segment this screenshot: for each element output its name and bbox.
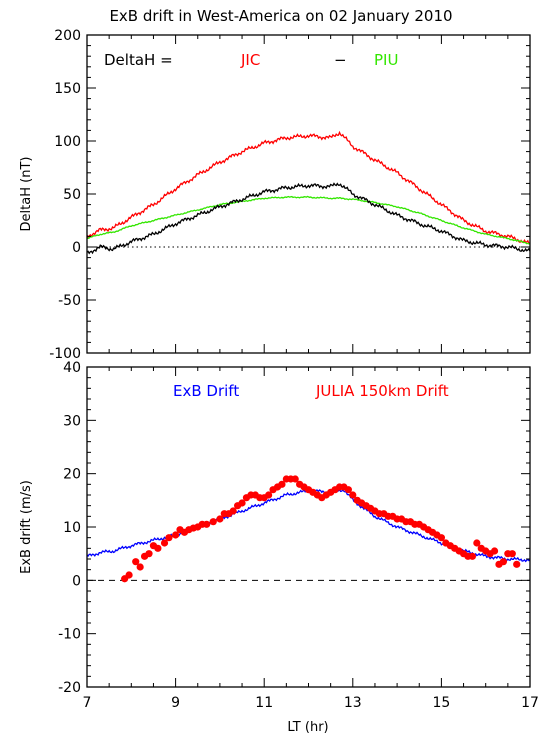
exb-y-tick-label: -10 — [58, 627, 81, 643]
exb-y-tick-label: 40 — [63, 360, 81, 376]
x-axis-label: LT (hr) — [287, 720, 328, 735]
x-tick-label: 7 — [83, 695, 92, 711]
julia-drift-point — [508, 550, 516, 558]
julia-drift-point — [209, 518, 217, 526]
julia-drift-point — [145, 550, 153, 558]
julia-drift-point — [229, 507, 237, 515]
julia-drift-point — [291, 475, 299, 483]
julia-drift-point — [473, 539, 481, 547]
deltah-y-tick-label: 0 — [72, 240, 81, 256]
julia-drift-point — [437, 534, 445, 542]
x-tick-label: 17 — [521, 695, 539, 711]
julia-drift-point — [278, 480, 286, 488]
legend-julia-drift-label: JULIA 150km Drift — [315, 382, 449, 400]
deltah-plot-frame — [86, 34, 531, 354]
julia-drift-point — [132, 558, 140, 566]
x-tick-label: 9 — [171, 695, 180, 711]
exb-y-tick-label: 0 — [72, 573, 81, 589]
legend-jic-label: JIC — [240, 51, 260, 69]
deltah-y-tick-label: 50 — [63, 187, 81, 203]
deltah-legend: DeltaH = JIC − PIU — [104, 51, 398, 69]
julia-drift-point — [154, 544, 162, 552]
julia-drift-point — [125, 571, 133, 579]
series-piu-line — [86, 195, 530, 245]
exb-series-lines — [86, 475, 531, 583]
julia-drift-point — [349, 491, 357, 499]
exb-y-tick-label: 30 — [63, 413, 81, 429]
deltah-y-tick-label: -100 — [49, 346, 81, 362]
exb-legend: ExB Drift JULIA 150km Drift — [173, 382, 449, 400]
series-jic-line — [86, 130, 531, 245]
deltah-y-axis-label: DeltaH (nT) — [19, 157, 34, 232]
exb-panel: 7 9 11 13 15 17 -20 -10 0 10 20 30 40 ExB drift (m/s… — [19, 360, 539, 735]
legend-minus-sign: − — [334, 51, 347, 69]
legend-exb-drift-label: ExB Drift — [173, 382, 239, 400]
julia-drift-point — [490, 547, 499, 555]
julia-drift-point — [468, 552, 477, 560]
deltah-y-tick-label: 200 — [54, 28, 81, 44]
julia-drift-point — [165, 534, 173, 542]
exb-y-axis-label: ExB drift (m/s) — [19, 480, 34, 574]
julia-drift-point — [513, 560, 521, 568]
julia-drift-point — [238, 499, 246, 507]
series-deltah-line — [86, 182, 531, 255]
x-tick-label: 11 — [255, 695, 273, 711]
chart-title: ExB drift in West-America on 02 January … — [109, 7, 452, 25]
julia-drift-point — [172, 531, 180, 539]
julia-drift-point — [499, 558, 508, 566]
julia-drift-point — [136, 563, 144, 571]
deltah-axis-ticks: -100 -50 0 50 100 150 200 — [49, 28, 531, 362]
julia-drift-point — [344, 486, 352, 494]
exb-plot-frame — [86, 366, 531, 688]
exb-axis-ticks: 7 9 11 13 15 17 -20 -10 0 10 20 30 40 — [58, 360, 539, 711]
legend-piu-label: PIU — [374, 51, 398, 69]
deltah-y-tick-label: 100 — [54, 134, 81, 150]
julia-drift-point — [265, 491, 273, 499]
exb-y-tick-label: 10 — [63, 520, 81, 536]
x-tick-label: 13 — [344, 695, 362, 711]
deltah-panel: -100 -50 0 50 100 150 200 DeltaH (nT) DeltaH =… — [19, 28, 531, 362]
legend-deltah-label: DeltaH = — [104, 51, 173, 69]
x-tick-label: 15 — [432, 695, 450, 711]
deltah-series-lines — [86, 130, 531, 255]
exb-y-tick-label: 20 — [63, 467, 81, 483]
julia-drift-point — [216, 515, 224, 523]
deltah-y-tick-label: 150 — [54, 81, 81, 97]
julia-drift-point — [203, 520, 211, 528]
julia-drift-point — [160, 539, 169, 547]
exb-y-tick-label: -20 — [58, 680, 81, 696]
deltah-y-tick-label: -50 — [58, 293, 81, 309]
